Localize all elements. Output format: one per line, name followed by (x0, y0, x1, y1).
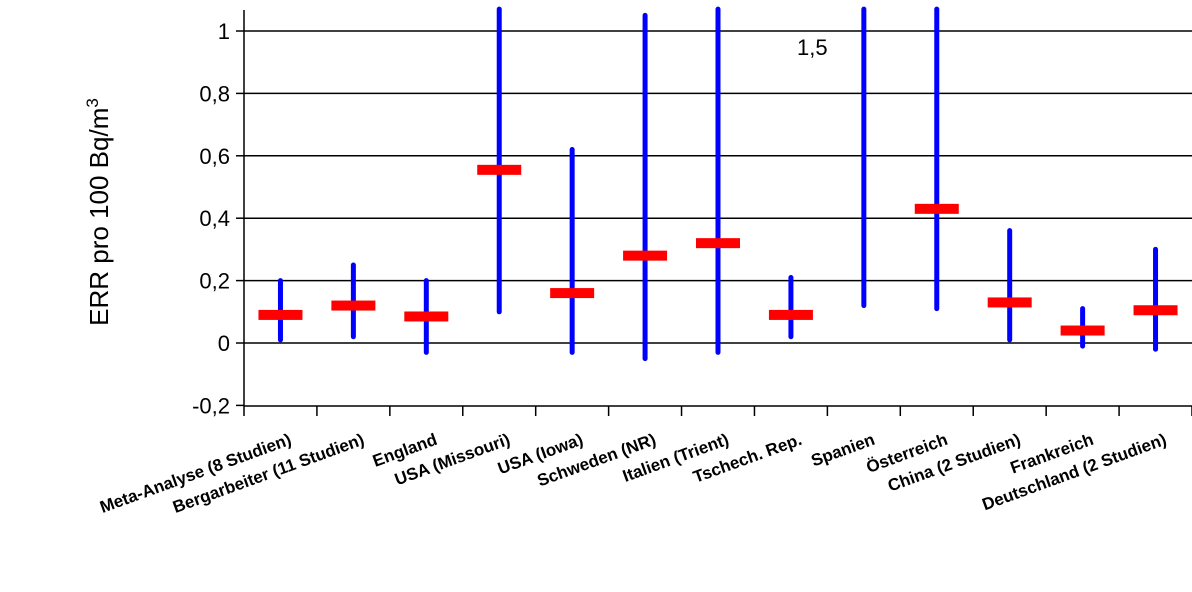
x-axis (243, 405, 1192, 416)
estimate-mark (550, 288, 595, 299)
estimate-mark (404, 311, 449, 322)
estimate-mark (696, 238, 740, 249)
y-tick-label: 1 (218, 19, 230, 44)
estimate-mark (987, 297, 1032, 308)
category-labels: Meta-Analyse (8 Studien)Bergarbeiter (11… (97, 430, 1169, 517)
estimate-mark (914, 203, 959, 214)
y-tick-label: 0,4 (199, 206, 230, 231)
y-tick-label: -0,2 (192, 393, 230, 418)
estimate-mark (477, 164, 522, 175)
estimate-mark (768, 309, 813, 320)
y-axis: -0,2 0 0,2 0,4 0,6 0,8 1 (192, 10, 245, 418)
estimate-mark (258, 309, 303, 320)
estimate-mark (1060, 325, 1105, 336)
y-tick-label: 0 (218, 331, 230, 356)
annotation-label: 1,5 (797, 35, 828, 60)
y-axis-label: ERR pro 100 Bq/m3 (83, 98, 114, 326)
estimate-mark (331, 300, 376, 311)
estimate-mark (623, 250, 668, 261)
y-tick-label: 0,6 (199, 144, 230, 169)
data-series (258, 6, 1178, 362)
y-tick-label: 0,8 (199, 81, 230, 106)
estimate-mark (1133, 305, 1178, 316)
y-tick-label: 0,2 (199, 269, 230, 294)
